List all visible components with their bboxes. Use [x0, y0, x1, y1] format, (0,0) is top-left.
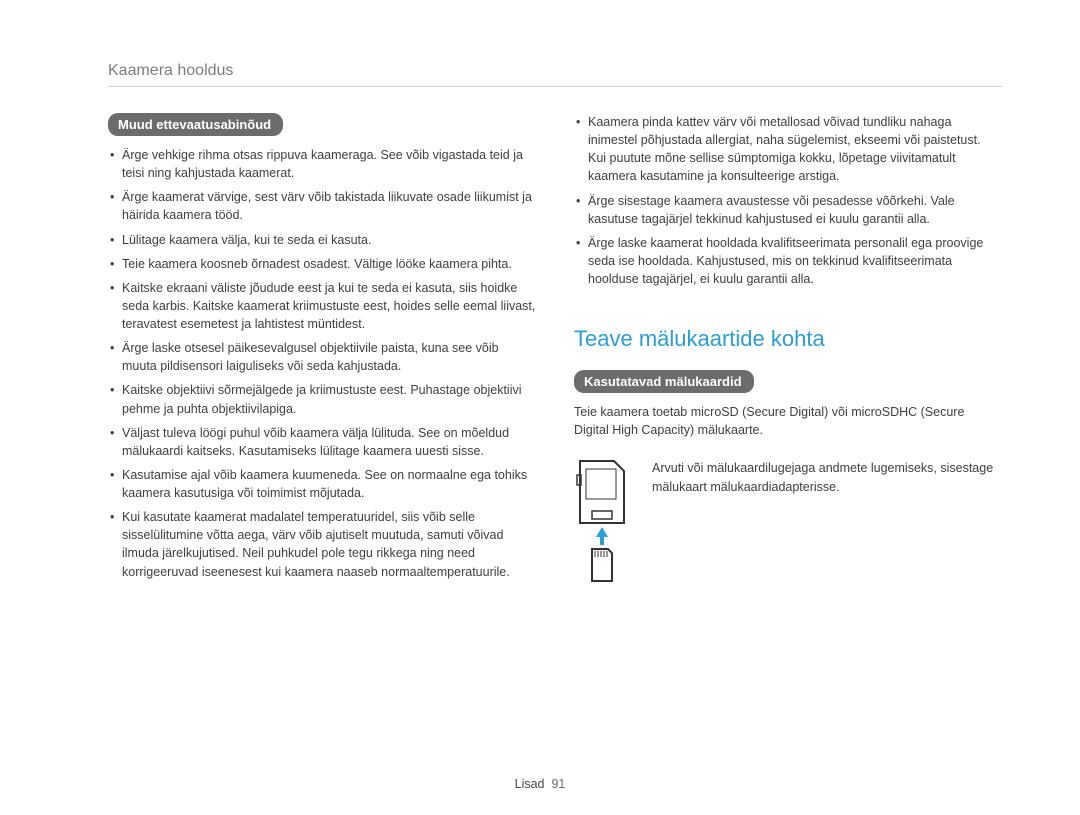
list-item: Teie kaamera koosneb õrnadest osadest. V…: [108, 255, 536, 273]
page-footer: Lisad 91: [0, 777, 1080, 791]
adapter-note-text: Arvuti või mälukaardilugejaga andmete lu…: [652, 457, 1002, 495]
precautions-pill: Muud ettevaatusabinõud: [108, 113, 283, 136]
list-item: Kaitske ekraani väliste jõudude eest ja …: [108, 279, 536, 333]
list-item: Ärge sisestage kaamera avaustesse või pe…: [574, 192, 1002, 228]
right-column: Kaamera pinda kattev värv või metallosad…: [574, 113, 1002, 592]
adapter-note-row: Arvuti või mälukaardilugejaga andmete lu…: [574, 457, 1002, 592]
memory-cards-intro: Teie kaamera toetab microSD (Secure Digi…: [574, 403, 1002, 439]
memory-cards-heading: Teave mälukaartide kohta: [574, 326, 1002, 352]
list-item: Ärge laske otsesel päikesevalgusel objek…: [108, 339, 536, 375]
list-item: Lülitage kaamera välja, kui te seda ei k…: [108, 231, 536, 249]
content-columns: Muud ettevaatusabinõud Ärge vehkige rihm…: [108, 113, 1002, 592]
list-item: Kaitske objektiivi sõrmejälgede ja kriim…: [108, 381, 536, 417]
precautions-list: Ärge vehkige rihma otsas rippuva kaamera…: [108, 146, 536, 581]
list-item: Kasutamise ajal võib kaamera kuumeneda. …: [108, 466, 536, 502]
left-column: Muud ettevaatusabinõud Ärge vehkige rihm…: [108, 113, 536, 592]
page-header: Kaamera hooldus: [108, 62, 1002, 87]
list-item: Ärge vehkige rihma otsas rippuva kaamera…: [108, 146, 536, 182]
list-item: Väljast tuleva löögi puhul võib kaamera …: [108, 424, 536, 460]
list-item: Ärge laske kaamerat hooldada kvalifitsee…: [574, 234, 1002, 288]
list-item: Ärge kaamerat värvige, sest värv võib ta…: [108, 188, 536, 224]
precautions-list-continued: Kaamera pinda kattev värv või metallosad…: [574, 113, 1002, 288]
footer-page-number: 91: [551, 777, 565, 791]
list-item: Kaamera pinda kattev värv või metallosad…: [574, 113, 1002, 186]
sd-adapter-icon: [574, 457, 630, 592]
usable-cards-pill: Kasutatavad mälukaardid: [574, 370, 754, 393]
footer-section: Lisad: [515, 777, 545, 791]
list-item: Kui kasutate kaamerat madalatel temperat…: [108, 508, 536, 581]
